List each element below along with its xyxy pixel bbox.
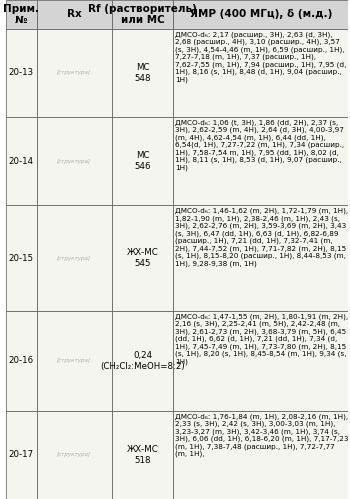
Text: 20-15: 20-15 <box>9 253 34 262</box>
Text: МС
548: МС 548 <box>134 63 151 83</box>
Bar <box>174 311 348 411</box>
Bar <box>174 411 348 499</box>
Bar <box>112 29 174 117</box>
Text: Rx: Rx <box>67 9 82 19</box>
Bar <box>112 411 174 499</box>
Bar <box>174 117 348 205</box>
Bar <box>37 0 112 29</box>
Text: 20-17: 20-17 <box>9 451 34 460</box>
Text: МС
546: МС 546 <box>134 151 151 171</box>
Bar <box>6 29 37 117</box>
Text: [структура]: [структура] <box>57 358 91 363</box>
Text: ЖХ-МС
518: ЖХ-МС 518 <box>127 445 159 465</box>
Text: ЯМР (400 МГц), δ (м.д.): ЯМР (400 МГц), δ (м.д.) <box>190 9 332 19</box>
Bar <box>112 311 174 411</box>
Bar <box>6 205 37 311</box>
Bar <box>37 117 112 205</box>
Text: ЖХ-МС
545: ЖХ-МС 545 <box>127 249 159 268</box>
Bar <box>37 311 112 411</box>
Bar <box>6 0 37 29</box>
Bar <box>112 205 174 311</box>
Text: ДМСО-d₆: 2,17 (расшир., 3Н), 2,63 (d, 3H), 2,68 (расшир., 4H), 3,10 (расшир., 4H: ДМСО-d₆: 2,17 (расшир., 3Н), 2,63 (d, 3H… <box>175 31 346 83</box>
Bar <box>6 411 37 499</box>
Text: ДМСО-d₆: 1,47-1,55 (m, 2H), 1,80-1,91 (m, 2H), 2,16 (s, 3H), 2,25-2,41 (m, 5H), : ДМСО-d₆: 1,47-1,55 (m, 2H), 1,80-1,91 (m… <box>175 313 348 365</box>
Bar <box>6 311 37 411</box>
Bar <box>37 205 112 311</box>
Text: 20-13: 20-13 <box>9 68 34 77</box>
Text: ДМСО-d₆: 1,76-1,84 (m, 1H), 2,08-2,16 (m, 1H), 2,33 (s, 3H), 2,42 (s, 3H), 3,00-: ДМСО-d₆: 1,76-1,84 (m, 1H), 2,08-2,16 (m… <box>175 414 349 458</box>
Bar <box>37 411 112 499</box>
Text: ДМСО-d₆: 1,06 (t, 3H), 1,86 (dd, 2H), 2,37 (s, 3H), 2,62-2,59 (m, 4H), 2,64 (d, : ДМСО-d₆: 1,06 (t, 3H), 1,86 (dd, 2H), 2,… <box>175 119 344 171</box>
Bar <box>174 205 348 311</box>
Text: [структура]: [структура] <box>57 453 91 458</box>
Text: 20-14: 20-14 <box>9 157 34 166</box>
Text: [структура]: [структура] <box>57 70 91 75</box>
Text: 0,24
(CH₂Cl₂:MeOH=8:2): 0,24 (CH₂Cl₂:MeOH=8:2) <box>100 351 185 371</box>
Bar <box>112 0 174 29</box>
Text: [структура]: [структура] <box>57 255 91 260</box>
Text: Прим.
№: Прим. № <box>3 3 39 25</box>
Bar <box>112 117 174 205</box>
Text: 20-16: 20-16 <box>9 356 34 365</box>
Text: ДМСО-d₆: 1,46-1,62 (m, 2H), 1,72-1,79 (m, 1H), 1,82-1,90 (m, 1H), 2,38-2,46 (m, : ДМСО-d₆: 1,46-1,62 (m, 2H), 1,72-1,79 (m… <box>175 208 348 266</box>
Bar <box>174 29 348 117</box>
Bar <box>6 117 37 205</box>
Bar <box>174 0 348 29</box>
Text: Rf (растворитель)
или МС: Rf (растворитель) или МС <box>88 3 197 25</box>
Text: [структура]: [структура] <box>57 159 91 164</box>
Bar <box>37 29 112 117</box>
